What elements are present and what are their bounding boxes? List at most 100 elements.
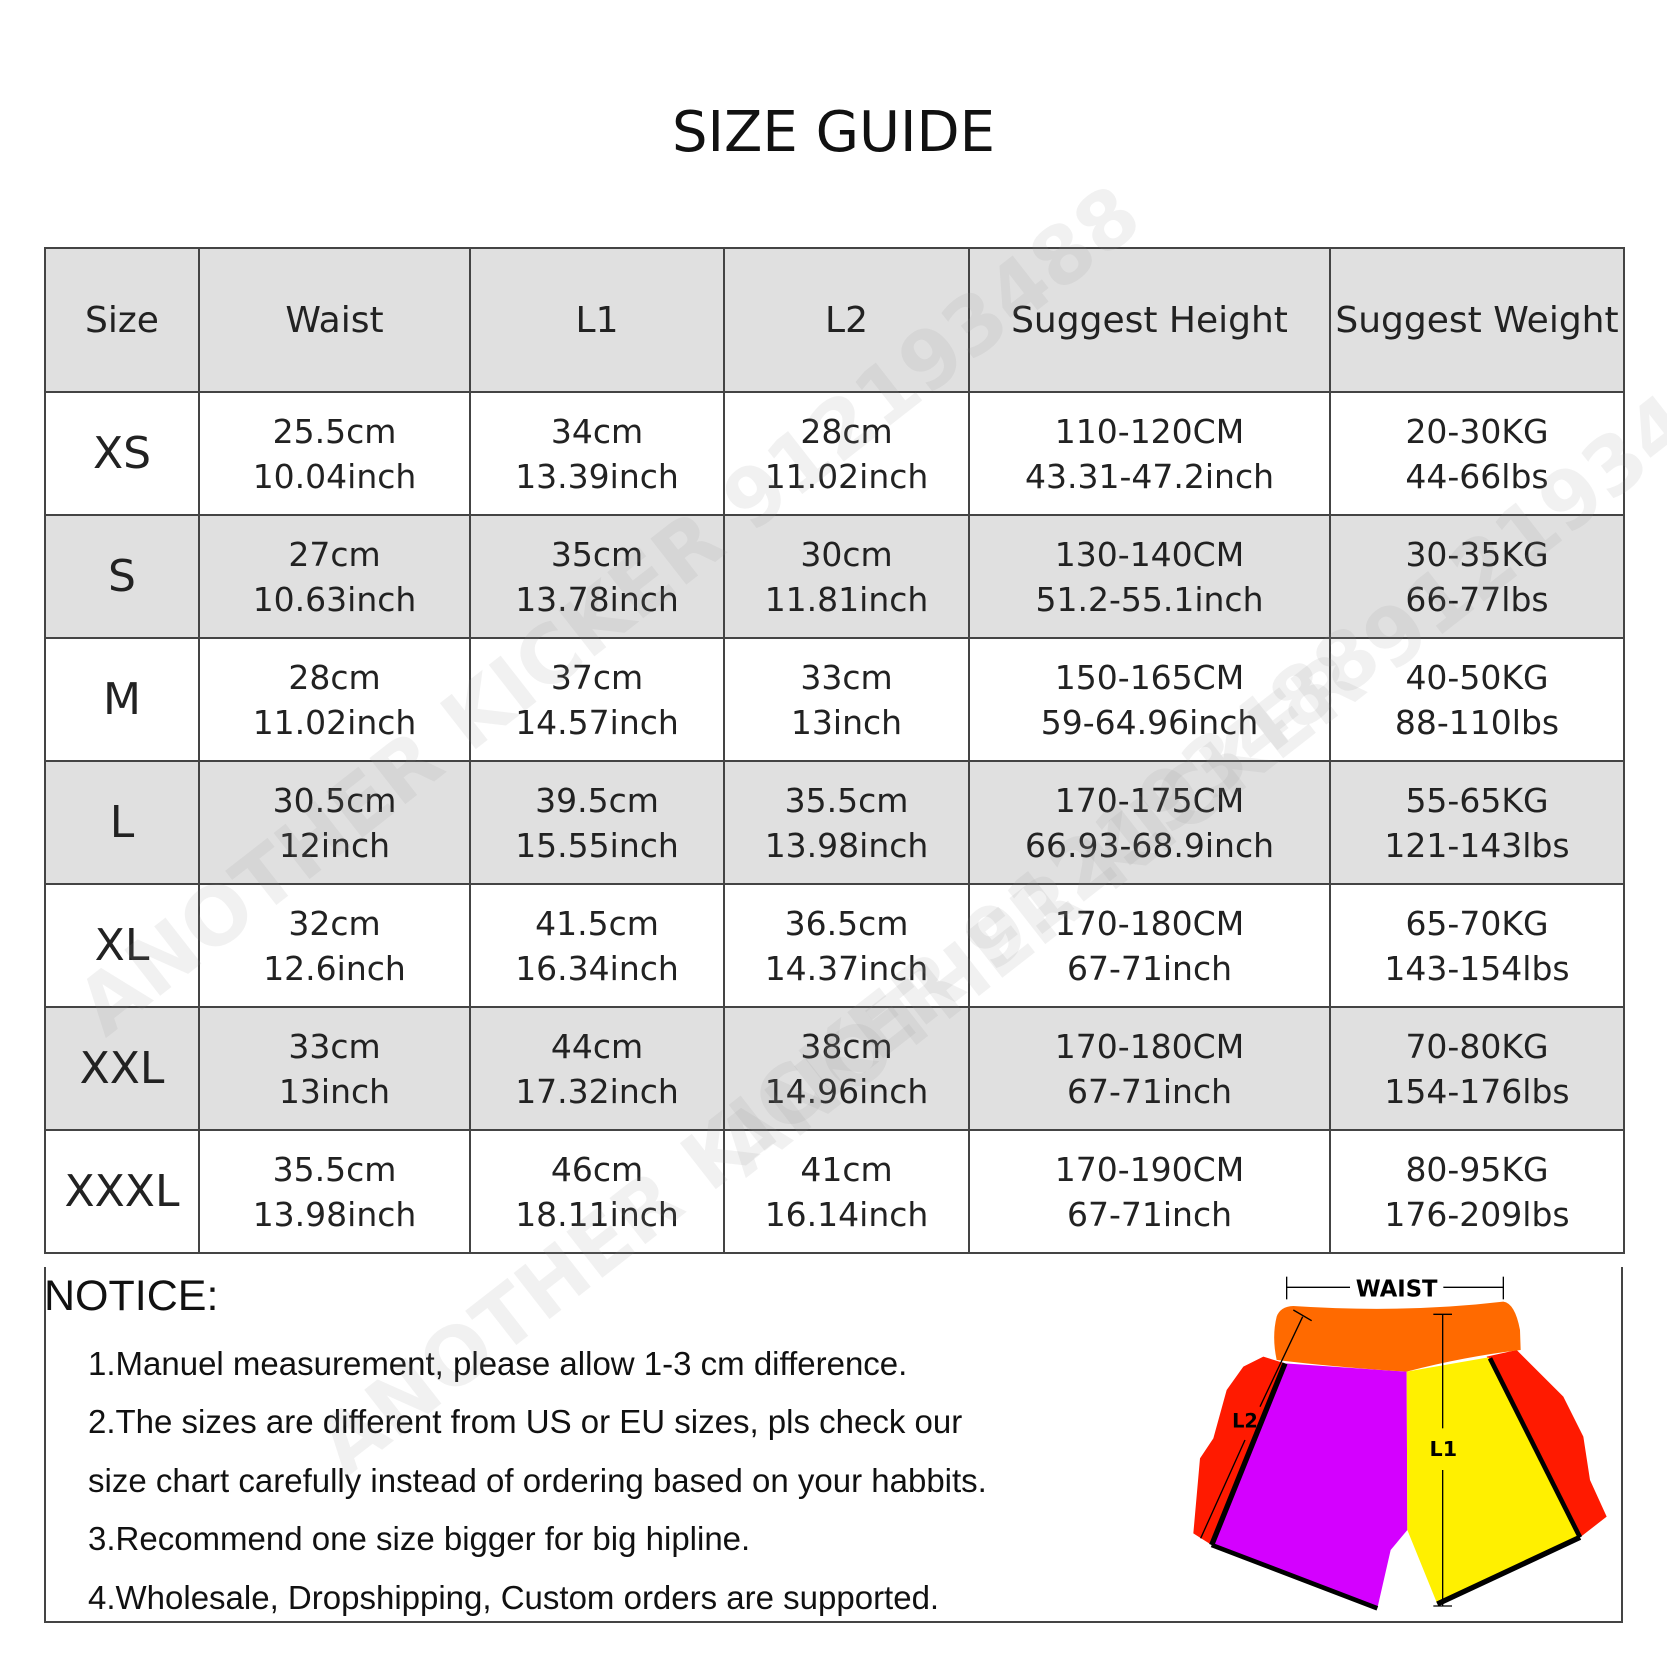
value-metric: 130-140CM <box>1054 534 1245 574</box>
value-inch: 12inch <box>278 825 391 865</box>
waist-cell: 25.5cm 10.04inch <box>198 391 471 516</box>
height-cell: 170-190CM 67-71inch <box>968 1129 1331 1254</box>
value-inch: 13.39inch <box>515 456 679 496</box>
value-metric: 30.5cm <box>272 780 397 820</box>
l1-cell: 44cm 17.32inch <box>469 1006 725 1131</box>
value-inch: 59-64.96inch <box>1040 702 1259 742</box>
value-metric: 39.5cm <box>535 780 659 820</box>
value-inch: 16.34inch <box>515 948 679 988</box>
value-inch: 43.31-47.2inch <box>1025 456 1274 496</box>
height-cell: 150-165CM 59-64.96inch <box>968 637 1331 762</box>
value-metric: 37cm <box>550 657 644 697</box>
value-inch: 14.37inch <box>764 948 929 988</box>
value-metric: 20-30KG <box>1405 411 1549 451</box>
size-cell: XXXL <box>44 1129 200 1254</box>
l1-cell: 34cm 13.39inch <box>469 391 725 516</box>
l1-cell: 35cm 13.78inch <box>469 514 725 639</box>
waist-cell: 28cm 11.02inch <box>198 637 471 762</box>
value-metric: 80-95KG <box>1405 1149 1549 1189</box>
shorts-measurement-diagram: WAIST L1 L2 <box>1193 1276 1607 1611</box>
value-metric: 40-50KG <box>1405 657 1549 697</box>
value-metric: 33cm <box>288 1026 381 1066</box>
value-metric: 41cm <box>800 1149 893 1189</box>
notice-line: 2.The sizes are different from US or EU … <box>88 1403 963 1440</box>
waist-cell: 27cm 10.63inch <box>198 514 471 639</box>
size-cell: S <box>44 514 200 639</box>
table-row: L 30.5cm 12inch 39.5cm 15.55inch 35.5cm 13.98i… <box>44 760 1625 885</box>
value-metric: 35.5cm <box>784 780 909 820</box>
right-leg-panel <box>1406 1357 1580 1604</box>
value-inch: 66.93-68.9inch <box>1025 825 1274 865</box>
value-inch: 10.04inch <box>252 456 417 496</box>
value-inch: 13.98inch <box>764 825 929 865</box>
table-row: XXL 33cm 13inch 44cm 17.32inch 38cm 14.96inch 1… <box>44 1006 1625 1131</box>
value-metric: 25.5cm <box>272 411 397 451</box>
value-inch: 13.78inch <box>515 579 679 619</box>
value-metric: 46cm <box>550 1149 644 1189</box>
waist-cell: 32cm 12.6inch <box>198 883 471 1008</box>
value-metric: 55-65KG <box>1405 780 1549 820</box>
size-table: Size Waist L1 L2 Suggest Height Suggest Weigh… <box>44 247 1625 1254</box>
height-cell: 170-180CM 67-71inch <box>968 1006 1331 1131</box>
value-inch: 66-77lbs <box>1405 579 1549 619</box>
l2-label: L2 <box>1232 1409 1258 1432</box>
value-inch: 13inch <box>790 702 903 742</box>
value-inch: 154-176lbs <box>1384 1071 1570 1111</box>
table-header-row: Size Waist L1 L2 Suggest Height Suggest Weigh… <box>44 247 1625 393</box>
l2-cell: 38cm 14.96inch <box>723 1006 970 1131</box>
l2-cell: 30cm 11.81inch <box>723 514 970 639</box>
value-inch: 16.14inch <box>764 1194 929 1234</box>
value-inch: 11.02inch <box>764 456 929 496</box>
size-cell: XL <box>44 883 200 1008</box>
column-header: L2 <box>723 247 970 393</box>
size-cell: XXL <box>44 1006 200 1131</box>
column-header: Suggest Weight <box>1329 247 1625 393</box>
value-inch: 44-66lbs <box>1405 456 1549 496</box>
value-inch: 10.63inch <box>252 579 417 619</box>
page-title: SIZE GUIDE <box>671 100 995 165</box>
column-header: Size <box>44 247 200 393</box>
l2-cell: 33cm 13inch <box>723 637 970 762</box>
value-metric: 36.5cm <box>784 903 909 943</box>
value-metric: 28cm <box>800 411 893 451</box>
value-metric: 65-70KG <box>1405 903 1549 943</box>
table-row: M 28cm 11.02inch 37cm 14.57inch 33cm 13inch 150… <box>44 637 1625 762</box>
height-cell: 110-120CM 43.31-47.2inch <box>968 391 1331 516</box>
weight-cell: 65-70KG 143-154lbs <box>1329 883 1625 1008</box>
value-metric: 170-180CM <box>1054 1026 1245 1066</box>
right-side-panel <box>1486 1350 1607 1538</box>
value-metric: 170-175CM <box>1054 780 1245 820</box>
value-inch: 88-110lbs <box>1394 702 1560 742</box>
column-header: Suggest Height <box>968 247 1331 393</box>
value-metric: 44cm <box>550 1026 644 1066</box>
value-metric: 30-35KG <box>1405 534 1549 574</box>
value-inch: 67-71inch <box>1066 1071 1233 1111</box>
size-cell: XS <box>44 391 200 516</box>
value-inch: 11.02inch <box>252 702 417 742</box>
value-metric: 170-180CM <box>1054 903 1245 943</box>
hem-outlines <box>1209 1357 1583 1611</box>
l2-cell: 36.5cm 14.37inch <box>723 883 970 1008</box>
measurement-lines <box>1200 1276 1504 1607</box>
notice-title: NOTICE: <box>44 1272 219 1320</box>
value-inch: 11.81inch <box>764 579 929 619</box>
value-metric: 28cm <box>288 657 381 697</box>
weight-cell: 20-30KG 44-66lbs <box>1329 391 1625 516</box>
value-inch: 17.32inch <box>515 1071 679 1111</box>
value-metric: 110-120CM <box>1054 411 1245 451</box>
value-inch: 67-71inch <box>1066 948 1233 988</box>
l1-cell: 37cm 14.57inch <box>469 637 725 762</box>
value-metric: 34cm <box>550 411 644 451</box>
height-cell: 130-140CM 51.2-55.1inch <box>968 514 1331 639</box>
l2-cell: 28cm 11.02inch <box>723 391 970 516</box>
waist-cell: 35.5cm 13.98inch <box>198 1129 471 1254</box>
waistband <box>1274 1301 1521 1372</box>
value-inch: 14.57inch <box>515 702 679 742</box>
l1-cell: 41.5cm 16.34inch <box>469 883 725 1008</box>
column-header: Waist <box>198 247 471 393</box>
value-metric: 70-80KG <box>1405 1026 1549 1066</box>
weight-cell: 70-80KG 154-176lbs <box>1329 1006 1625 1131</box>
value-metric: 41.5cm <box>535 903 659 943</box>
size-cell: M <box>44 637 200 762</box>
notice-line: 4.Wholesale, Dropshipping, Custom orders… <box>88 1579 940 1616</box>
